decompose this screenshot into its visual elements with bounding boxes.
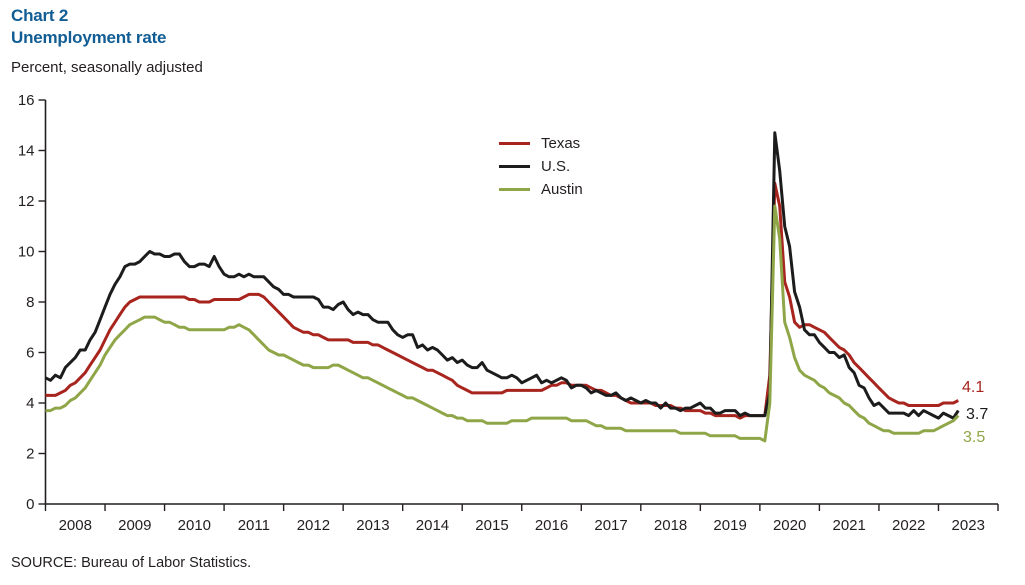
y-axis-ticks <box>38 99 46 505</box>
x-year-label: 2014 <box>416 517 449 534</box>
x-year-label: 2010 <box>178 517 211 534</box>
y-tick-label: 14 <box>18 143 35 160</box>
legend-item-us: U.S. <box>499 155 583 178</box>
legend: Texas U.S. Austin <box>499 132 583 201</box>
x-year-label: 2022 <box>892 517 925 534</box>
chart-number: Chart 2 <box>11 6 69 25</box>
legend-label-us: U.S. <box>541 158 571 175</box>
austin-line-swatch <box>499 188 530 191</box>
y-tick-label: 4 <box>26 395 34 412</box>
us-line-swatch <box>499 165 530 168</box>
x-year-label: 2017 <box>594 517 627 534</box>
y-axis-labels: 0 2 4 6 8 10 12 14 16 <box>18 92 35 513</box>
end-value-us: 3.7 <box>966 406 989 423</box>
end-value-austin: 3.5 <box>963 429 986 446</box>
y-tick-label: 12 <box>18 193 35 210</box>
x-year-label: 2009 <box>118 517 151 534</box>
x-year-label: 2013 <box>356 517 389 534</box>
y-tick-label: 8 <box>26 294 34 311</box>
end-value-texas: 4.1 <box>962 379 985 396</box>
texas-line <box>45 181 959 420</box>
x-year-label: 2016 <box>535 517 568 534</box>
y-tick-label: 0 <box>26 496 34 513</box>
data-lines <box>44 131 960 443</box>
x-axis-ticks <box>44 504 999 511</box>
y-tick-label: 10 <box>18 244 35 261</box>
x-year-label: 2011 <box>238 517 270 534</box>
page-title: Unemployment rate <box>11 28 167 47</box>
y-axis-unit-label: Percent, seasonally adjusted <box>11 59 203 76</box>
source-note: SOURCE: Bureau of Labor Statistics. <box>11 555 252 571</box>
x-year-label: 2020 <box>773 517 806 534</box>
y-tick-label: 2 <box>26 446 34 463</box>
x-year-label: 2015 <box>475 517 508 534</box>
y-tick-label: 16 <box>18 92 35 109</box>
austin-line <box>45 204 960 443</box>
legend-label-texas: Texas <box>541 135 581 152</box>
legend-label-austin: Austin <box>541 181 583 198</box>
x-year-label: 2018 <box>654 517 687 534</box>
x-year-label: 2019 <box>713 517 746 534</box>
chart-title-block: Chart 2 Unemployment rate <box>11 5 167 49</box>
legend-item-austin: Austin <box>499 178 583 201</box>
legend-item-texas: Texas <box>499 132 583 155</box>
us-line <box>44 131 960 420</box>
x-year-label: 2023 <box>952 517 985 534</box>
x-year-label: 2021 <box>832 517 865 534</box>
x-year-label: 2012 <box>297 517 330 534</box>
y-tick-label: 6 <box>26 345 34 362</box>
x-year-label: 2008 <box>59 517 92 534</box>
x-axis-year-labels: 2008 2009 2010 2011 2012 2013 2014 2015 2016 2017… <box>59 517 985 534</box>
texas-line-swatch <box>499 142 530 145</box>
